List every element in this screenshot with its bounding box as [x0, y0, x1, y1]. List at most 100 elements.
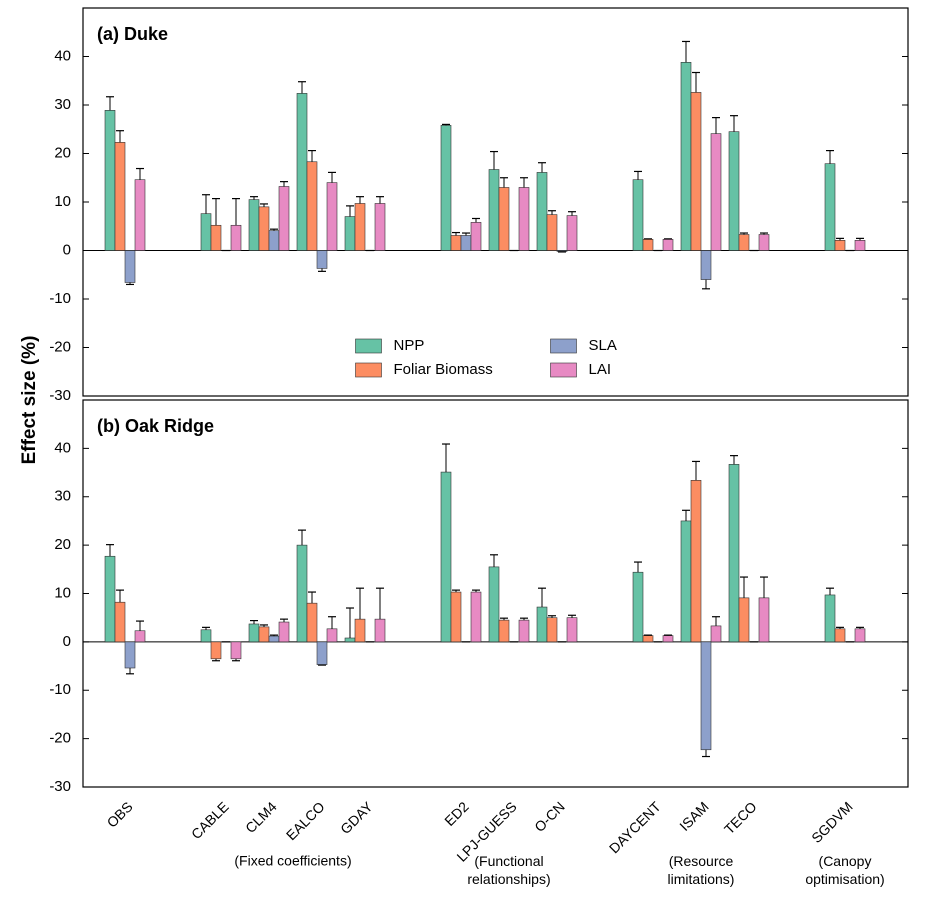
bar — [104, 555, 116, 643]
bar — [710, 625, 722, 643]
bar — [536, 606, 548, 643]
bar — [210, 224, 222, 251]
error-bar — [634, 561, 642, 573]
x-tick-label: CABLE — [188, 798, 232, 842]
bar — [642, 635, 654, 643]
error-bar — [692, 71, 700, 93]
bar — [354, 203, 366, 251]
error-bar — [634, 170, 642, 180]
y-axis-label: Effect size (%) — [19, 336, 40, 465]
bar — [114, 601, 126, 643]
panel-title: (a) Duke — [97, 24, 168, 44]
error-bar — [308, 149, 316, 162]
y-tick-label: 0 — [63, 633, 71, 650]
error-bar — [712, 616, 720, 626]
error-bar — [442, 123, 450, 126]
error-bar — [116, 589, 124, 603]
bar — [632, 571, 644, 643]
x-tick-label: ED2 — [441, 798, 472, 829]
bar — [498, 619, 510, 643]
bar — [440, 125, 452, 251]
error-bar — [520, 617, 528, 621]
bar — [518, 187, 530, 251]
error-bar — [702, 749, 710, 758]
error-bar — [232, 658, 240, 662]
bar — [374, 618, 386, 643]
bar — [210, 641, 222, 660]
x-tick-label: OBS — [104, 798, 136, 830]
bar — [632, 179, 644, 251]
error-bar — [328, 171, 336, 183]
x-tick-label: EALCO — [283, 798, 328, 843]
error-bar — [376, 196, 384, 204]
bar — [566, 617, 578, 643]
error-bar — [472, 217, 480, 223]
bar — [536, 172, 548, 251]
error-bar — [548, 615, 556, 618]
error-bar — [760, 232, 768, 235]
error-bar — [836, 237, 844, 241]
y-tick-label: 30 — [54, 96, 71, 113]
bar — [854, 628, 866, 643]
bar — [326, 182, 338, 251]
bar — [556, 250, 568, 252]
error-bar — [346, 607, 354, 639]
error-bar — [328, 616, 336, 629]
y-tick-label: 20 — [54, 144, 71, 161]
error-bar — [260, 203, 268, 207]
y-tick-label: -10 — [49, 681, 71, 698]
error-bar — [280, 181, 288, 187]
legend-swatch — [355, 338, 382, 354]
bar — [854, 240, 866, 251]
y-tick-label: -20 — [49, 730, 71, 747]
error-bar — [826, 149, 834, 164]
bar — [354, 618, 366, 643]
bar — [690, 480, 702, 643]
bar — [200, 629, 212, 643]
bar — [642, 239, 654, 251]
bar — [374, 203, 386, 251]
error-bar — [298, 81, 306, 94]
x-tick-label: CLM4 — [242, 798, 280, 836]
error-bar — [250, 196, 258, 200]
bar — [738, 234, 750, 251]
bar — [278, 621, 290, 643]
error-bar — [520, 177, 528, 188]
legend-label: SLA — [589, 337, 617, 354]
bar — [230, 641, 242, 660]
error-bar — [568, 614, 576, 618]
x-tick-label: GDAY — [337, 798, 376, 837]
error-bar — [462, 232, 470, 236]
error-bar — [356, 587, 364, 620]
bar — [498, 187, 510, 251]
bar — [296, 544, 308, 643]
x-tick-label: DAYCENT — [606, 798, 664, 856]
bar — [248, 199, 260, 251]
legend-label: LAI — [589, 361, 612, 378]
error-bar — [136, 167, 144, 180]
error-bar — [126, 282, 134, 286]
y-tick-label: 20 — [54, 536, 71, 553]
y-tick-label: 40 — [54, 439, 71, 456]
bar — [248, 623, 260, 643]
error-bar — [500, 617, 508, 621]
x-tick-label: SGDVM — [808, 798, 856, 846]
error-bar — [270, 634, 278, 637]
error-bar — [472, 589, 480, 593]
bar — [662, 239, 674, 251]
panel-title: (b) Oak Ridge — [97, 416, 214, 436]
error-bar — [692, 460, 700, 481]
bar — [134, 179, 146, 251]
bar — [296, 93, 308, 251]
legend-swatch — [550, 362, 577, 378]
y-tick-label: 40 — [54, 47, 71, 64]
bar — [566, 215, 578, 251]
error-bar — [490, 150, 498, 170]
bar — [470, 222, 482, 251]
error-bar — [442, 443, 450, 473]
bar — [470, 591, 482, 643]
error-bar — [836, 626, 844, 629]
bar — [124, 641, 136, 669]
error-bar — [250, 619, 258, 624]
error-bar — [280, 618, 288, 623]
